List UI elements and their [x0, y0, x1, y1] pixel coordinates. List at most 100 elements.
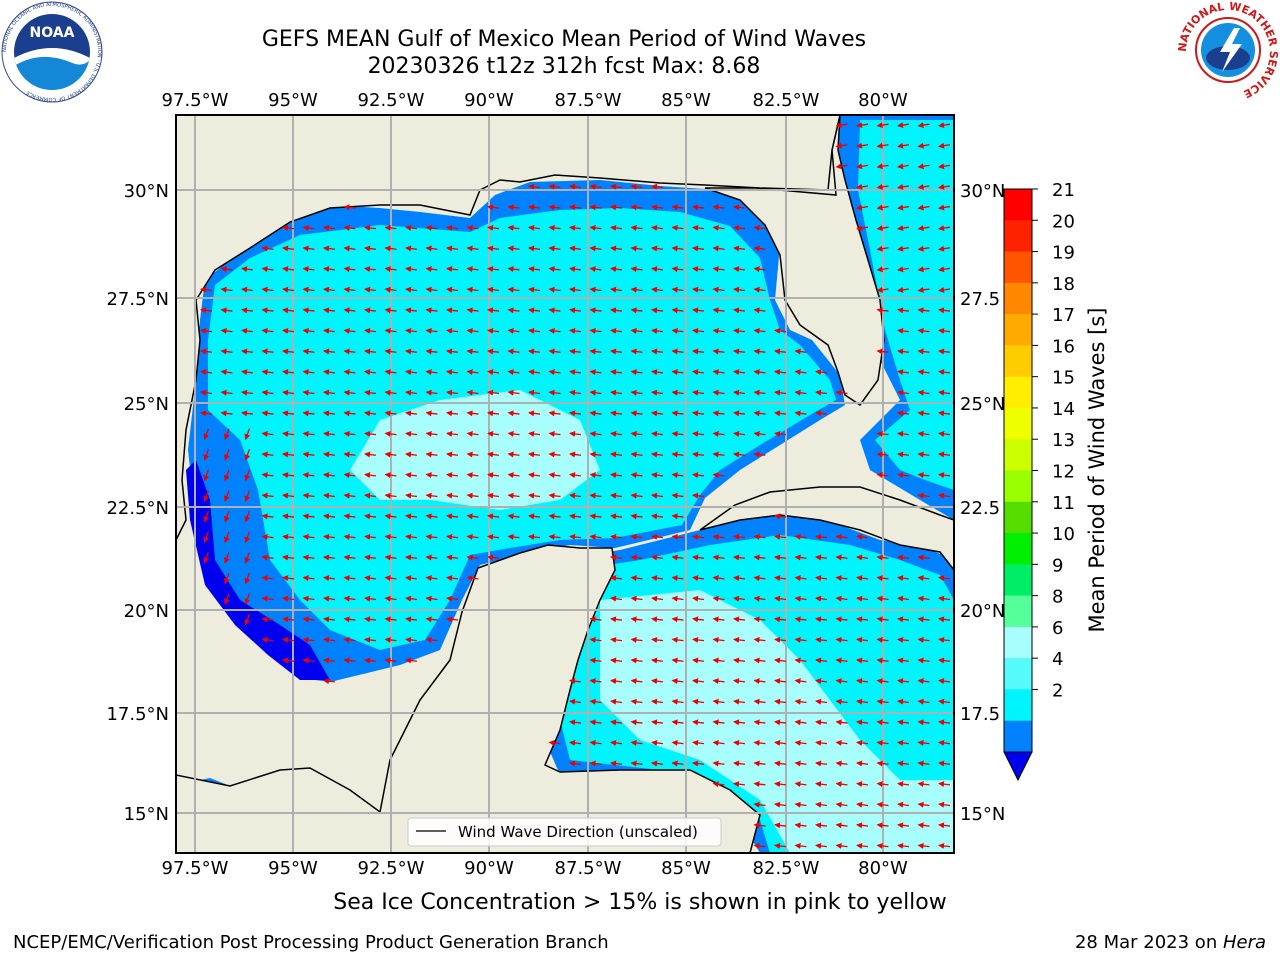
- wind-wave-arrow: [224, 428, 230, 441]
- wind-wave-arrow: [446, 492, 459, 499]
- wind-wave-arrow: [938, 327, 951, 334]
- wind-wave-arrow: [815, 410, 828, 417]
- wind-wave-arrow: [282, 575, 295, 582]
- wind-wave-arrow: [876, 430, 889, 437]
- wind-wave-arrow: [343, 204, 356, 211]
- wind-wave-arrow: [753, 307, 766, 314]
- wind-wave-arrow: [692, 204, 705, 211]
- colorbar-tick-label: 2: [1052, 680, 1063, 701]
- colorbar-swatch: [1004, 251, 1032, 284]
- wind-wave-arrow: [589, 678, 602, 685]
- wind-wave-arrow: [569, 739, 582, 746]
- lon-label: 97.5°W: [162, 90, 229, 111]
- wind-wave-arrow: [343, 327, 356, 334]
- wind-wave-arrow: [856, 225, 869, 232]
- wind-wave-arrow: [671, 595, 684, 602]
- wind-wave-arrow: [425, 533, 438, 540]
- wind-wave-arrow: [466, 307, 479, 314]
- wind-wave-arrow: [610, 698, 623, 705]
- wind-wave-arrow: [405, 513, 418, 520]
- wind-wave-arrow: [774, 513, 787, 520]
- wind-wave-arrow: [302, 554, 315, 561]
- wind-wave-arrow: [753, 533, 766, 540]
- wind-wave-arrow: [876, 122, 889, 129]
- wind-wave-arrow: [671, 410, 684, 417]
- wind-wave-arrow: [876, 842, 889, 849]
- wind-wave-arrow: [466, 554, 479, 561]
- sea-ice-note: Sea Ice Concentration > 15% is shown in …: [333, 890, 947, 915]
- lon-labels-top: 97.5°W 95°W 92.5°W 90°W 87.5°W 85°W 82.5…: [162, 90, 908, 111]
- wind-wave-arrow: [815, 739, 828, 746]
- wind-wave-arrow: [651, 224, 664, 231]
- wind-wave-arrow: [323, 657, 336, 664]
- wind-wave-arrow: [774, 760, 787, 767]
- wind-wave-arrow: [753, 430, 766, 437]
- wind-wave-arrow: [364, 389, 377, 396]
- wind-wave-arrow: [692, 286, 705, 293]
- wind-wave-arrow: [405, 616, 418, 623]
- lat-label: 25°N: [960, 394, 1005, 415]
- wind-wave-arrow: [610, 410, 623, 417]
- wind-wave-arrow: [856, 636, 869, 643]
- wind-wave-arrow: [302, 224, 315, 231]
- wind-wave-arrow: [876, 739, 889, 746]
- lon-label: 87.5°W: [555, 90, 622, 111]
- wind-wave-arrow: [876, 348, 889, 355]
- wind-wave-arrow: [610, 719, 623, 726]
- map-legend: Wind Wave Direction (unscaled): [407, 817, 722, 847]
- wind-wave-arrow: [692, 245, 705, 252]
- wind-wave-arrow: [835, 822, 848, 829]
- wind-wave-arrow: [897, 348, 910, 355]
- wind-wave-arrow: [405, 657, 418, 664]
- footer-date-text: 28 Mar 2023 on: [1074, 932, 1223, 953]
- colorbar-swatch: [1004, 470, 1032, 503]
- wind-wave-arrow: [323, 554, 336, 561]
- wind-wave-arrow: [487, 533, 500, 540]
- wind-wave-arrow: [569, 533, 582, 540]
- wind-wave-arrow: [384, 266, 397, 273]
- wind-wave-arrow: [323, 472, 336, 479]
- wind-wave-arrow: [343, 636, 356, 643]
- wind-wave-arrow: [712, 224, 725, 231]
- wind-wave-arrow: [835, 163, 848, 170]
- wind-wave-arrow: [712, 389, 725, 396]
- wind-wave-arrow: [876, 616, 889, 623]
- wind-wave-arrow: [507, 224, 520, 231]
- wind-wave-arrow: [712, 698, 725, 705]
- wind-wave-arrow: [917, 657, 930, 664]
- wind-wave-arrow: [774, 636, 787, 643]
- wind-wave-arrow: [733, 369, 746, 376]
- colorbar-swatch: [1004, 658, 1032, 690]
- wind-wave-arrow: [405, 327, 418, 334]
- wind-wave-arrow: [753, 657, 766, 664]
- wind-wave-arrow: [364, 451, 377, 458]
- wind-wave-arrow: [425, 266, 438, 273]
- wind-wave-arrow: [712, 204, 725, 211]
- wind-wave-arrow: [876, 678, 889, 685]
- wind-wave-arrow: [917, 760, 930, 767]
- wind-wave-arrow: [671, 719, 684, 726]
- wind-wave-arrow: [548, 266, 561, 273]
- lat-label: 17.5: [960, 704, 1000, 725]
- wind-wave-arrow: [224, 490, 230, 502]
- wind-wave-arrow: [712, 657, 725, 664]
- wind-wave-arrow: [753, 636, 766, 643]
- wind-wave-arrow: [487, 430, 500, 437]
- wind-wave-arrow: [753, 554, 766, 561]
- wind-wave-arrow: [261, 245, 274, 252]
- wind-wave-arrow: [815, 389, 828, 396]
- wind-wave-arrow: [384, 389, 397, 396]
- wind-wave-arrow: [302, 595, 315, 602]
- wind-wave-arrow: [261, 327, 274, 334]
- wind-wave-arrow: [589, 760, 602, 767]
- wind-wave-arrow: [651, 575, 664, 582]
- footer-date: 28 Mar 2023 on Hera: [1075, 932, 1266, 953]
- colorbar-swatch: [1004, 439, 1032, 471]
- wind-wave-arrow: [384, 307, 397, 314]
- wind-wave-arrow: [323, 513, 336, 520]
- wind-wave-arrow: [835, 842, 848, 849]
- wind-wave-arrow: [302, 327, 315, 334]
- wind-wave-arrow: [384, 657, 397, 664]
- wind-wave-arrow: [794, 781, 807, 788]
- wind-wave-arrow: [835, 533, 848, 540]
